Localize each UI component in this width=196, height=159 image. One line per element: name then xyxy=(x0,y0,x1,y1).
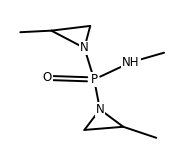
Text: NH: NH xyxy=(122,56,140,69)
Text: P: P xyxy=(91,73,98,86)
Text: N: N xyxy=(96,103,104,116)
Text: O: O xyxy=(43,71,52,84)
Text: N: N xyxy=(80,41,89,55)
